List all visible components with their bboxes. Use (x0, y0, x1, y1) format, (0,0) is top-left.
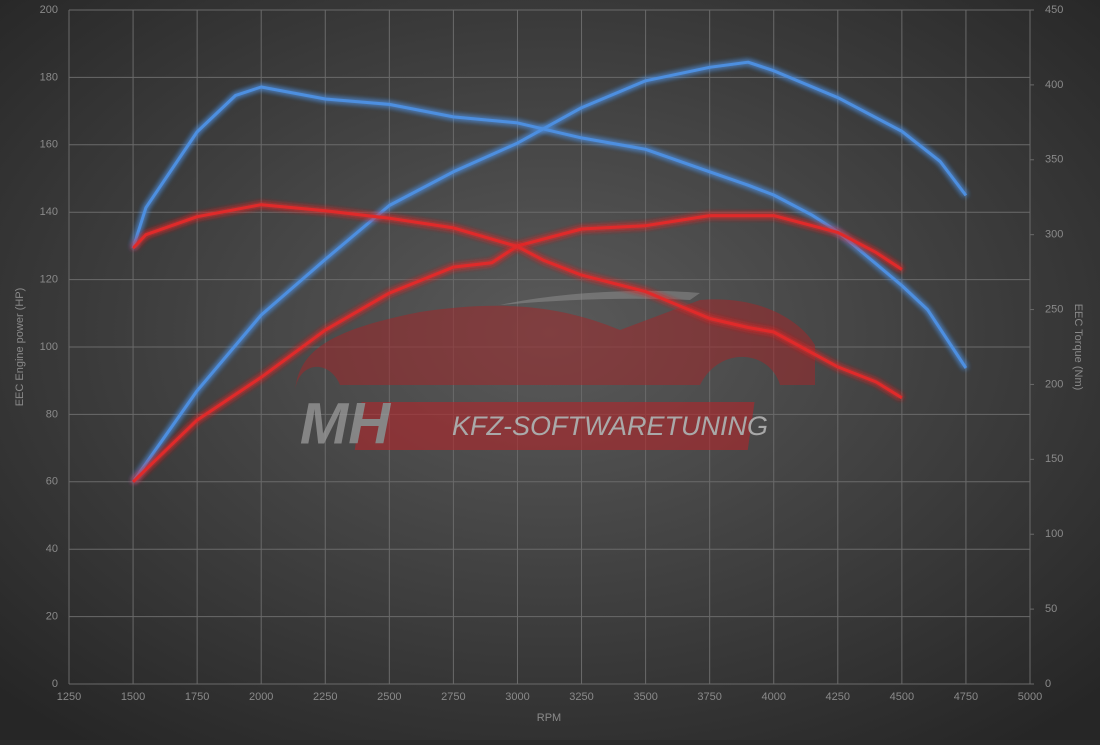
y2-tick-label: 450 (1045, 4, 1063, 16)
x-tick-label: 3500 (633, 691, 657, 703)
y2-tick-label: 150 (1045, 453, 1063, 465)
x-tick-label: 3000 (505, 691, 529, 703)
x-tick-label: 2500 (377, 691, 401, 703)
x-tick-label: 4000 (761, 691, 785, 703)
y-tick-label: 180 (40, 71, 58, 83)
y-tick-label: 60 (46, 476, 58, 488)
y-tick-label: 100 (40, 341, 58, 353)
y-axis-label: EEC Engine power (HP) (14, 288, 26, 407)
y-tick-label: 20 (46, 611, 58, 623)
y-tick-label: 0 (52, 678, 58, 690)
y2-tick-label: 200 (1045, 378, 1063, 390)
y2-axis-label: EEC Torque (Nm) (1072, 304, 1084, 391)
y-tick-label: 160 (40, 139, 58, 151)
x-tick-label: 2750 (441, 691, 465, 703)
x-tick-label: 1500 (121, 691, 145, 703)
series-line (132, 203, 903, 400)
logo-letters: MH (300, 391, 391, 456)
y2-tick-label: 300 (1045, 229, 1063, 241)
y-tick-label: 140 (40, 206, 58, 218)
watermark: MH KFZ-SOFTWARETUNING (295, 290, 815, 456)
y-tick-label: 80 (46, 408, 58, 420)
labels: RPM EEC Engine power (HP) EEC Torque (Nm… (14, 4, 1084, 724)
y-tick-label: 40 (46, 543, 58, 555)
x-tick-label: 1250 (57, 691, 81, 703)
x-tick-label: 2250 (313, 691, 337, 703)
y2-tick-label: 250 (1045, 303, 1063, 315)
x-axis-label: RPM (537, 712, 561, 724)
y2-tick-label: 400 (1045, 79, 1063, 91)
x-tick-label: 3750 (697, 691, 721, 703)
car-logo (295, 299, 815, 390)
y2-tick-label: 50 (1045, 603, 1057, 615)
logo-banner (354, 402, 755, 450)
x-tick-label: 4500 (890, 691, 914, 703)
x-tick-label: 5000 (1018, 691, 1042, 703)
y-tick-label: 200 (40, 4, 58, 16)
y2-tick-label: 350 (1045, 154, 1063, 166)
lines (131, 60, 968, 483)
x-tick-label: 2000 (249, 691, 273, 703)
x-tick-label: 3250 (569, 691, 593, 703)
x-tick-label: 4250 (826, 691, 850, 703)
logo-text: KFZ-SOFTWARETUNING (452, 411, 768, 441)
y2-tick-label: 100 (1045, 528, 1063, 540)
x-tick-label: 4750 (954, 691, 978, 703)
y-tick-label: 120 (40, 274, 58, 286)
y2-tick-label: 0 (1045, 678, 1051, 690)
x-tick-label: 1750 (185, 691, 209, 703)
series-line (131, 60, 968, 483)
